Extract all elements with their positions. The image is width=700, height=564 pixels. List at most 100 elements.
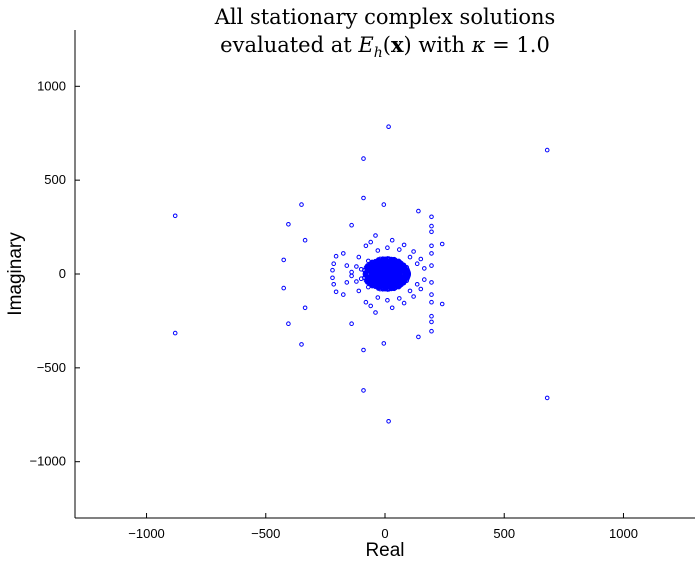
data-point	[385, 245, 390, 250]
data-point	[389, 237, 395, 243]
data-point	[429, 328, 434, 334]
data-point	[397, 296, 402, 301]
data-point	[384, 274, 390, 279]
data-point	[429, 292, 434, 297]
data-point	[407, 288, 413, 294]
data-point	[383, 260, 389, 266]
data-point	[361, 156, 366, 161]
data-point	[373, 233, 378, 238]
data-point	[429, 280, 434, 285]
data-point	[429, 223, 434, 229]
data-point	[354, 279, 359, 284]
data-point	[368, 303, 374, 309]
data-point	[439, 241, 445, 247]
data-point	[411, 249, 416, 254]
data-point	[429, 214, 434, 220]
data-point	[363, 270, 368, 276]
data-point	[418, 286, 424, 292]
data-point	[361, 388, 366, 393]
data-point	[405, 269, 411, 274]
x-tick-label: −500	[251, 526, 280, 541]
data-point	[363, 265, 369, 270]
data-point	[401, 242, 407, 248]
data-point	[429, 229, 434, 235]
y-tick-label: −1000	[29, 454, 66, 469]
data-point	[414, 282, 420, 287]
data-point	[388, 264, 394, 270]
data-point	[349, 321, 354, 327]
data-points	[172, 124, 550, 424]
data-point	[376, 262, 381, 267]
data-point	[386, 419, 391, 424]
data-point	[376, 285, 382, 291]
data-point	[418, 256, 424, 262]
data-point	[394, 273, 400, 279]
data-point	[172, 330, 178, 336]
data-point	[286, 321, 291, 327]
data-point	[389, 305, 395, 311]
data-point	[429, 263, 434, 268]
data-point	[386, 124, 391, 129]
data-point	[379, 265, 384, 270]
data-point	[330, 275, 335, 281]
chart-title-line-2: evaluated at Eh(x) with κ = 1.0	[220, 32, 550, 61]
data-point	[331, 261, 337, 267]
data-point	[407, 254, 413, 260]
data-point	[416, 334, 421, 340]
data-point	[333, 289, 339, 295]
data-point	[299, 342, 304, 347]
data-point	[344, 280, 350, 285]
data-point	[392, 276, 397, 282]
data-point	[368, 279, 373, 284]
data-point	[375, 295, 381, 300]
x-tick-label: −1000	[128, 526, 165, 541]
x-tick-label: 0	[381, 526, 388, 541]
data-point	[375, 272, 381, 278]
data-point	[341, 292, 346, 297]
data-point	[384, 269, 390, 274]
data-point	[373, 310, 378, 315]
x-axis-label: Real	[365, 540, 404, 561]
data-point	[397, 247, 402, 252]
data-point	[439, 301, 445, 307]
data-point	[376, 281, 381, 286]
data-point	[333, 253, 339, 259]
data-point	[344, 263, 350, 268]
data-point	[302, 305, 308, 311]
data-point	[349, 222, 354, 228]
data-point	[429, 299, 434, 305]
y-tick-label: 500	[44, 172, 66, 187]
data-point	[429, 243, 434, 249]
data-point	[429, 313, 434, 319]
data-point	[389, 272, 395, 277]
data-point	[381, 202, 387, 207]
data-point	[380, 287, 386, 292]
data-point	[379, 278, 384, 284]
data-point	[368, 239, 374, 245]
data-point	[403, 273, 409, 279]
data-point	[385, 268, 391, 273]
data-point	[299, 202, 304, 207]
ticks: −1000 −500 0 500 1000 −1000 −500 0 500 1000	[29, 78, 637, 541]
data-point	[388, 278, 394, 284]
data-point	[380, 256, 386, 262]
data-point	[398, 260, 404, 266]
data-point	[371, 281, 376, 287]
data-point	[354, 264, 359, 269]
data-point	[414, 261, 420, 267]
data-point	[371, 261, 376, 267]
data-point	[381, 271, 387, 277]
data-point	[363, 273, 368, 278]
data-point	[544, 147, 550, 153]
data-point	[341, 251, 346, 256]
data-point	[286, 222, 291, 227]
data-point	[356, 254, 362, 260]
data-point	[375, 270, 381, 276]
data-point	[398, 282, 404, 288]
data-point	[363, 243, 369, 249]
chart-title-line-1: All stationary complex solutions	[214, 5, 556, 29]
data-point	[390, 257, 395, 262]
data-point	[376, 257, 382, 263]
y-tick-label: 0	[59, 266, 66, 281]
